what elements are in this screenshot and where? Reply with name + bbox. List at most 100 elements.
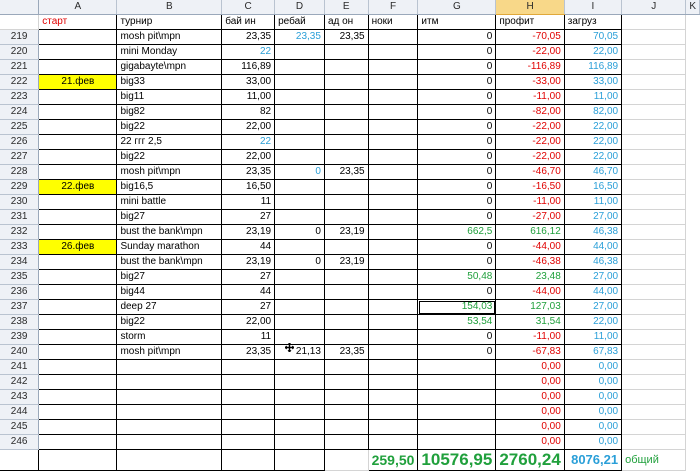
profit-cell[interactable]: -11,00 [495, 194, 565, 210]
column-header-d[interactable]: D [274, 0, 325, 15]
knockouts-cell[interactable] [368, 149, 419, 165]
profit-cell[interactable]: 0,00 [495, 434, 565, 450]
start-date-cell[interactable] [38, 59, 118, 75]
addon-cell[interactable] [324, 269, 369, 285]
start-date-cell[interactable] [38, 434, 118, 450]
itm-cell[interactable] [417, 419, 497, 435]
load-cell[interactable]: 0,00 [564, 419, 623, 435]
knockouts-cell[interactable] [368, 389, 419, 405]
knockouts-cell[interactable] [368, 134, 419, 150]
start-date-cell[interactable] [38, 194, 118, 210]
extra-cell[interactable] [621, 194, 687, 210]
header-cell-buyin[interactable]: бай ин [221, 14, 276, 30]
profit-cell[interactable]: -116,89 [495, 59, 565, 75]
extra-cell[interactable] [621, 284, 687, 300]
buyin-cell[interactable]: 116,89 [221, 59, 276, 75]
header-cell-knockouts[interactable]: ноки [368, 14, 419, 30]
buyin-cell[interactable]: 11,00 [221, 89, 276, 105]
load-cell[interactable]: 70,05 [564, 29, 623, 45]
knockouts-cell[interactable] [368, 434, 419, 450]
profit-cell[interactable]: -82,00 [495, 104, 565, 120]
row-number[interactable]: 233 [0, 239, 40, 255]
buyin-cell[interactable]: 22,00 [221, 314, 276, 330]
knockouts-cell[interactable] [368, 284, 419, 300]
extra-cell[interactable] [621, 359, 687, 375]
knockouts-cell[interactable] [368, 209, 419, 225]
row-number[interactable]: 220 [0, 44, 40, 60]
knockouts-cell[interactable] [368, 29, 419, 45]
buyin-cell[interactable]: 44 [221, 239, 276, 255]
tournament-cell[interactable]: big11 [116, 89, 223, 105]
column-header-e[interactable]: E [324, 0, 369, 15]
start-date-cell[interactable] [38, 359, 118, 375]
row-number[interactable]: 243 [0, 389, 40, 405]
extra-cell[interactable] [621, 179, 687, 195]
total-profit[interactable]: 2760,24 [495, 449, 565, 471]
itm-cell[interactable] [417, 359, 497, 375]
buyin-cell[interactable]: 16,50 [221, 179, 276, 195]
extra-cell[interactable] [621, 29, 687, 45]
header-cell-k[interactable] [621, 14, 687, 30]
tournament-cell[interactable] [116, 359, 223, 375]
itm-cell[interactable]: 0 [417, 284, 497, 300]
itm-cell[interactable]: 0 [417, 149, 497, 165]
tournament-cell[interactable]: mini battle [116, 194, 223, 210]
knockouts-cell[interactable] [368, 254, 419, 270]
start-date-cell[interactable] [38, 329, 118, 345]
profit-cell[interactable]: -22,00 [495, 119, 565, 135]
addon-cell[interactable]: 23,35 [324, 29, 369, 45]
start-date-cell[interactable] [38, 134, 118, 150]
tournament-cell[interactable]: big16,5 [116, 179, 223, 195]
buyin-cell[interactable]: 11 [221, 194, 276, 210]
row-number[interactable]: 222 [0, 74, 40, 90]
row-number[interactable]: 230 [0, 194, 40, 210]
row-number[interactable]: 221 [0, 59, 40, 75]
knockouts-cell[interactable] [368, 404, 419, 420]
rebuy-cell[interactable] [274, 44, 325, 60]
addon-cell[interactable] [324, 359, 369, 375]
buyin-cell[interactable] [221, 404, 276, 420]
extra-cell[interactable] [621, 149, 687, 165]
load-cell[interactable]: 22,00 [564, 44, 623, 60]
addon-cell[interactable] [324, 119, 369, 135]
knockouts-cell[interactable] [368, 119, 419, 135]
rebuy-cell[interactable] [274, 434, 325, 450]
header-cell-start[interactable]: старт [38, 14, 118, 30]
knockouts-cell[interactable] [368, 44, 419, 60]
load-cell[interactable]: 0,00 [564, 374, 623, 390]
itm-cell[interactable]: 0 [417, 179, 497, 195]
buyin-cell[interactable] [221, 359, 276, 375]
buyin-cell[interactable] [221, 434, 276, 450]
row-number[interactable]: 227 [0, 149, 40, 165]
knockouts-cell[interactable] [368, 164, 419, 180]
itm-cell[interactable]: 0 [417, 104, 497, 120]
load-cell[interactable]: 82,00 [564, 104, 623, 120]
profit-cell[interactable]: -11,00 [495, 329, 565, 345]
load-cell[interactable]: 0,00 [564, 404, 623, 420]
start-date-cell[interactable] [38, 224, 118, 240]
profit-cell[interactable]: 31,54 [495, 314, 565, 330]
buyin-cell[interactable]: 27 [221, 209, 276, 225]
row-number[interactable]: 219 [0, 29, 40, 45]
extra-cell[interactable] [621, 404, 687, 420]
addon-cell[interactable]: 23,19 [324, 254, 369, 270]
load-cell[interactable]: 27,00 [564, 209, 623, 225]
knockouts-cell[interactable] [368, 314, 419, 330]
profit-cell[interactable]: -16,50 [495, 179, 565, 195]
rebuy-cell[interactable] [274, 299, 325, 315]
header-cell-addon[interactable]: ад он [324, 14, 369, 30]
start-date-cell[interactable]: 26.фев [38, 239, 118, 255]
tournament-cell[interactable]: mosh pit\mpn [116, 29, 223, 45]
knockouts-cell[interactable] [368, 239, 419, 255]
load-cell[interactable]: 0,00 [564, 434, 623, 450]
load-cell[interactable]: 46,38 [564, 254, 623, 270]
column-header-g[interactable]: G [417, 0, 497, 15]
extra-cell[interactable] [621, 89, 687, 105]
totals-cell-d[interactable] [221, 449, 276, 471]
totals-cell-e[interactable] [274, 449, 325, 471]
profit-cell[interactable]: -27,00 [495, 209, 565, 225]
row-number[interactable]: 234 [0, 254, 40, 270]
profit-cell[interactable]: -44,00 [495, 239, 565, 255]
tournament-cell[interactable]: storm [116, 329, 223, 345]
itm-cell[interactable]: 0 [417, 134, 497, 150]
